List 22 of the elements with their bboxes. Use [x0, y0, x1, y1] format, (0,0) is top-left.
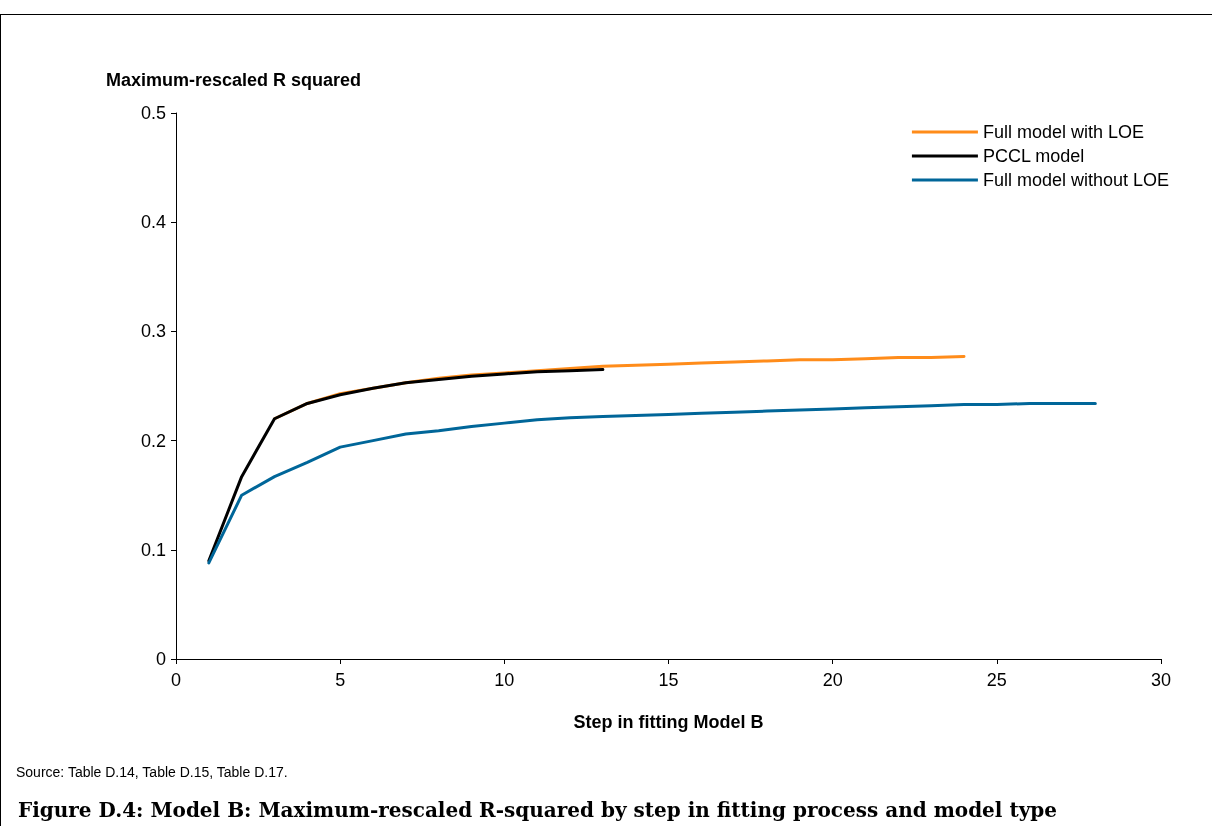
- x-tick-label: 20: [822, 670, 843, 690]
- y-axis-title: Maximum-rescaled R squared: [106, 70, 362, 90]
- x-tick-label: 0: [170, 670, 182, 690]
- y-tick-label: 0.3: [140, 321, 166, 342]
- y-tick-label: 0: [155, 649, 166, 669]
- line-series: [207, 401, 1097, 565]
- legend-label: Full model without LOE: [982, 170, 1170, 190]
- text: Figure D.4: Model B: Maximum-rescaled R-squared by step in fitting process and model type: [18, 798, 1057, 822]
- line-series: [207, 368, 605, 563]
- y-tick-label: 0.2: [140, 430, 166, 451]
- x-tick-label: 25: [986, 670, 1007, 690]
- x-tick-label: 15: [658, 670, 679, 690]
- x-tick-label: 10: [494, 670, 515, 690]
- legend-label: PCCL model: [982, 146, 1085, 166]
- y-tick-label: 0.4: [140, 212, 166, 233]
- legend-label: Full model with LOE: [982, 122, 1144, 142]
- x-axis-title: Step in fitting Model B: [573, 712, 764, 732]
- y-tick-label: 0.5: [140, 103, 166, 123]
- y-tick-label: 0.1: [140, 539, 166, 560]
- x-tick-label: 30: [1150, 670, 1172, 690]
- source-note: Source: Table D.14, Table D.15, Table D.17.: [16, 764, 288, 780]
- x-tick-label: 5: [335, 670, 346, 690]
